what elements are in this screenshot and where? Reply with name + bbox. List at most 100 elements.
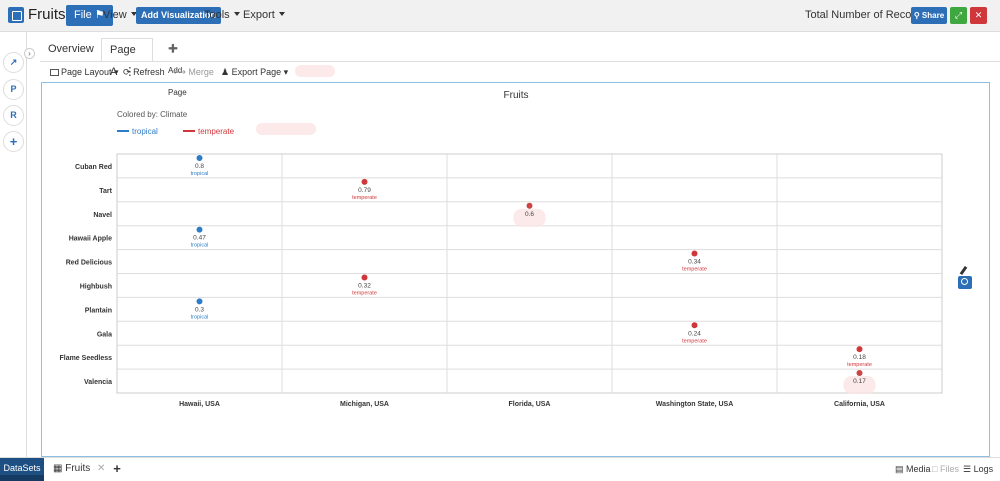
point-value-label: 0.24	[688, 330, 701, 337]
top-bar: Fruits File ⚑ View Add Visualization Too…	[0, 0, 1000, 32]
legend-item-temperate: temperate	[198, 127, 235, 136]
fruit-icon	[856, 370, 863, 377]
data-point: 0.17	[843, 370, 876, 395]
legend-item-tropical: tropical	[132, 127, 158, 136]
add-dataset-button[interactable]: +	[113, 461, 121, 476]
files-button[interactable]: □ Files	[932, 464, 959, 474]
merge-icon: ⟷	[173, 67, 186, 77]
refresh-button[interactable]: ⟳ Refresh	[123, 67, 165, 77]
rail-button-p[interactable]: P	[3, 79, 24, 100]
data-point: 0.6	[513, 202, 546, 227]
refresh-icon: ⟳	[123, 67, 131, 77]
file-icon: □	[932, 464, 938, 474]
share-button[interactable]: ⚲ Share	[911, 7, 947, 24]
point-value-label: 0.32	[358, 282, 371, 289]
dataset-tab-fruits[interactable]: ▦ Fruits	[53, 463, 91, 474]
view-menu[interactable]: View	[103, 9, 137, 21]
x-tick-label: Florida, USA	[508, 401, 550, 408]
point-value-label: 0.17	[853, 378, 866, 385]
point-value-label: 0.18	[853, 354, 866, 361]
media-button[interactable]: ▤ Media	[895, 464, 931, 474]
fruit-icon	[856, 346, 863, 353]
datasets-subbar	[0, 475, 44, 481]
scatter-chart: Fruits Colored by: Climate tropical tempe…	[59, 90, 943, 408]
x-axis-labels: Hawaii, USA Michigan, USA Florida, USA Wash…	[179, 401, 885, 408]
point-highlight	[843, 376, 876, 395]
point-climate-label: temperate	[352, 195, 377, 201]
rail-button-r[interactable]: R	[3, 105, 24, 126]
expand-icon[interactable]: ⤢	[950, 7, 967, 24]
tab-page-a[interactable]: Page A ⋮	[101, 38, 153, 78]
merge-button[interactable]: ⟷ Merge	[173, 67, 214, 77]
point-value-label: 0.34	[688, 259, 701, 266]
y-tick-label: Red Delicious	[66, 260, 112, 267]
point-climate-label: temperate	[847, 362, 872, 368]
fruit-icon	[361, 178, 368, 185]
point-climate-label: tropical	[191, 314, 209, 320]
left-rail: ↗ P R +	[0, 32, 27, 457]
y-axis-labels: Cuban Red Tart Navel Hawaii Apple Red Delici…	[59, 164, 112, 386]
add-page-button[interactable]: ➕ Add Page	[168, 44, 187, 97]
export-page-button[interactable]: ♟ Export Page ▾	[221, 67, 289, 77]
export-icon: ♟	[221, 67, 230, 77]
y-tick-label: Highbush	[80, 283, 112, 290]
data-points: 0.8tropical0.79temperate0.60.47tropical0…	[191, 154, 876, 395]
y-tick-label: Tart	[99, 188, 112, 195]
point-climate-label: temperate	[682, 267, 707, 273]
colored-by-label: Colored by: Climate	[117, 110, 188, 119]
logs-icon: ☰	[963, 464, 972, 474]
point-climate-label: tropical	[191, 171, 209, 177]
point-climate-label: temperate	[682, 338, 707, 344]
chevron-right-icon[interactable]: ›	[24, 48, 35, 59]
export-menu[interactable]: Export	[243, 9, 285, 21]
tab-overview[interactable]: Overview	[48, 43, 94, 55]
add-visualization-button[interactable]: Add Visualization	[136, 7, 221, 24]
y-tick-label: Cuban Red	[75, 164, 112, 171]
y-tick-label: Navel	[93, 212, 112, 219]
y-tick-label: Gala	[97, 331, 112, 338]
chart-icon[interactable]: ↗	[3, 52, 24, 73]
page-layout-button[interactable]: Page Layout ▾	[50, 67, 119, 78]
x-tick-label: Washington State, USA	[656, 401, 734, 408]
close-icon[interactable]: ✕	[970, 7, 987, 24]
zoom-icon[interactable]	[958, 276, 972, 289]
x-tick-label: Hawaii, USA	[179, 401, 220, 408]
x-tick-label: Michigan, USA	[340, 401, 389, 408]
bottom-bar: DataSets ▦ Fruits ✕ + ▤ Media □ Files ☰ …	[0, 457, 1000, 481]
fruit-icon	[361, 274, 368, 281]
table-icon: ▦	[53, 463, 63, 474]
records-count: Total Number of Records: 10	[805, 9, 946, 21]
app-logo-icon	[8, 7, 24, 23]
more-icon[interactable]: ⋮	[124, 66, 136, 78]
y-tick-label: Flame Seedless	[59, 355, 112, 362]
chart-panel: Fruits Colored by: Climate tropical tempe…	[41, 82, 990, 457]
app-title: Fruits	[28, 6, 66, 23]
rail-add-button[interactable]: +	[3, 131, 24, 152]
close-tab-icon[interactable]: ✕	[97, 463, 106, 474]
chart-grid	[116, 153, 943, 394]
blurred-toolbar-item	[295, 65, 335, 77]
layout-icon	[50, 69, 59, 76]
fruit-icon	[691, 322, 698, 329]
tools-menu[interactable]: Tools	[204, 9, 240, 21]
point-value-label: 0.79	[358, 187, 371, 194]
fruit-icon	[196, 154, 203, 161]
fruit-icon	[691, 250, 698, 257]
file-button[interactable]: File ⚑	[66, 5, 113, 26]
image-icon: ▤	[895, 464, 904, 474]
point-value-label: 0.3	[195, 306, 204, 313]
point-climate-label: temperate	[352, 290, 377, 296]
point-highlight	[513, 208, 546, 227]
logs-button[interactable]: ☰ Logs	[963, 464, 994, 474]
chart-title: Fruits	[504, 90, 529, 101]
point-value-label: 0.8	[195, 163, 204, 170]
y-tick-label: Hawaii Apple	[69, 236, 112, 243]
point-value-label: 0.6	[525, 211, 534, 218]
chart-legend: tropical temperate	[117, 127, 235, 136]
